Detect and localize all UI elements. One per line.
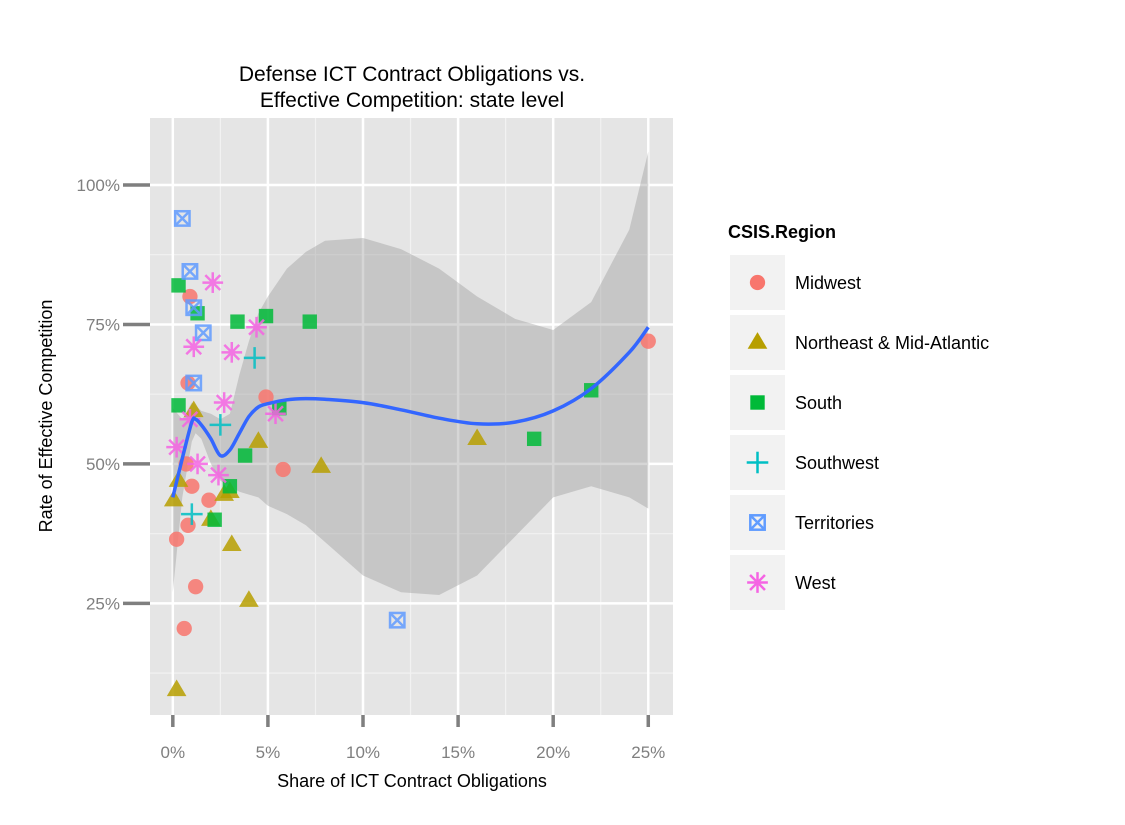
x-tick-label: 0% bbox=[161, 743, 186, 762]
data-point-square-x bbox=[185, 299, 203, 317]
data-point-circle bbox=[176, 620, 192, 637]
data-point-asterisk bbox=[166, 436, 187, 458]
legend-label: Northeast & Mid-Atlantic bbox=[795, 333, 989, 353]
data-point-square-x bbox=[185, 374, 203, 392]
data-point-square-x bbox=[749, 514, 766, 531]
data-point-asterisk bbox=[208, 464, 229, 486]
legend-label: Territories bbox=[795, 513, 874, 533]
data-point-triangle bbox=[239, 590, 259, 607]
minor-gridlines bbox=[150, 118, 673, 715]
chart-title-line1: Defense ICT Contract Obligations vs. bbox=[239, 63, 585, 86]
data-point-asterisk bbox=[187, 453, 208, 475]
plot-panel bbox=[150, 118, 673, 715]
data-point-triangle bbox=[166, 679, 187, 697]
data-point-asterisk bbox=[213, 392, 235, 413]
data-point-circle bbox=[187, 579, 204, 595]
x-tick-label: 5% bbox=[256, 743, 281, 762]
data-points bbox=[163, 209, 656, 697]
data-point-plus bbox=[181, 503, 203, 525]
legend-item: West bbox=[730, 555, 836, 610]
data-point-triangle bbox=[311, 456, 331, 473]
smooth-trend-line bbox=[171, 326, 650, 498]
legend-item: Territories bbox=[730, 495, 874, 550]
legend-item: Midwest bbox=[730, 255, 861, 310]
x-tick-label: 15% bbox=[441, 743, 475, 762]
data-point-square bbox=[302, 314, 317, 329]
legend: Midwest Northeast & Mid-Atlantic South Sout… bbox=[730, 255, 989, 610]
data-point-square bbox=[230, 314, 245, 329]
data-point-square bbox=[171, 278, 186, 293]
y-tick-label: 100% bbox=[77, 176, 120, 195]
data-point-asterisk bbox=[221, 341, 243, 363]
x-axis: 0% 5% 10% 15% 20% 25% bbox=[161, 715, 665, 762]
legend-title: CSIS.Region bbox=[728, 222, 836, 242]
data-point-asterisk bbox=[183, 336, 205, 358]
data-point-plus bbox=[243, 347, 266, 369]
legend-label: West bbox=[795, 573, 836, 593]
data-point-square bbox=[237, 448, 253, 463]
data-point-circle bbox=[168, 531, 185, 547]
x-tick-label: 10% bbox=[346, 743, 380, 762]
data-point-square bbox=[526, 431, 542, 447]
y-axis-title: Rate of Effective Competition bbox=[36, 300, 56, 533]
data-point-square-x bbox=[194, 324, 212, 342]
legend-label: Midwest bbox=[795, 273, 861, 293]
data-point-circle bbox=[184, 478, 200, 494]
data-point-triangle bbox=[467, 428, 487, 446]
data-point-circle bbox=[180, 375, 196, 391]
data-point-triangle bbox=[163, 489, 184, 507]
data-point-plus bbox=[209, 414, 232, 436]
legend-item: Southwest bbox=[730, 435, 879, 490]
data-point-circle bbox=[201, 492, 217, 508]
x-tick-label: 25% bbox=[631, 743, 665, 762]
data-point-square-x bbox=[173, 209, 191, 227]
data-point-square bbox=[207, 512, 222, 527]
data-point-asterisk bbox=[246, 316, 267, 338]
data-point-circle bbox=[275, 461, 291, 478]
y-tick-label: 25% bbox=[86, 594, 120, 613]
data-point-plus bbox=[746, 451, 769, 474]
legend-label: South bbox=[795, 393, 842, 413]
data-point-square bbox=[222, 479, 238, 494]
legend-label: Southwest bbox=[795, 453, 879, 473]
data-point-square-x bbox=[388, 611, 406, 629]
data-point-triangle bbox=[221, 534, 242, 552]
x-axis-title: Share of ICT Contract Obligations bbox=[277, 771, 547, 791]
data-point-square bbox=[171, 398, 186, 413]
data-point-square-x bbox=[181, 262, 199, 280]
confidence-band bbox=[172, 151, 649, 595]
data-point-triangle bbox=[248, 431, 269, 448]
data-point-triangle bbox=[747, 332, 768, 349]
legend-item: Northeast & Mid-Atlantic bbox=[730, 315, 989, 370]
data-point-asterisk bbox=[747, 572, 768, 593]
y-tick-label: 50% bbox=[86, 455, 120, 474]
data-point-asterisk bbox=[265, 403, 286, 425]
data-point-circle bbox=[180, 517, 196, 533]
y-tick-label: 75% bbox=[86, 315, 120, 334]
legend-item: South bbox=[730, 375, 842, 430]
data-point-square bbox=[750, 395, 765, 410]
data-point-circle bbox=[749, 274, 766, 291]
chart-title-line2: Effective Competition: state level bbox=[260, 89, 564, 112]
data-point-asterisk bbox=[202, 272, 224, 293]
y-axis: 25% 50% 75% 100% bbox=[77, 176, 150, 613]
data-point-circle bbox=[640, 333, 656, 349]
data-point-circle bbox=[258, 389, 274, 405]
x-tick-label: 20% bbox=[536, 743, 570, 762]
